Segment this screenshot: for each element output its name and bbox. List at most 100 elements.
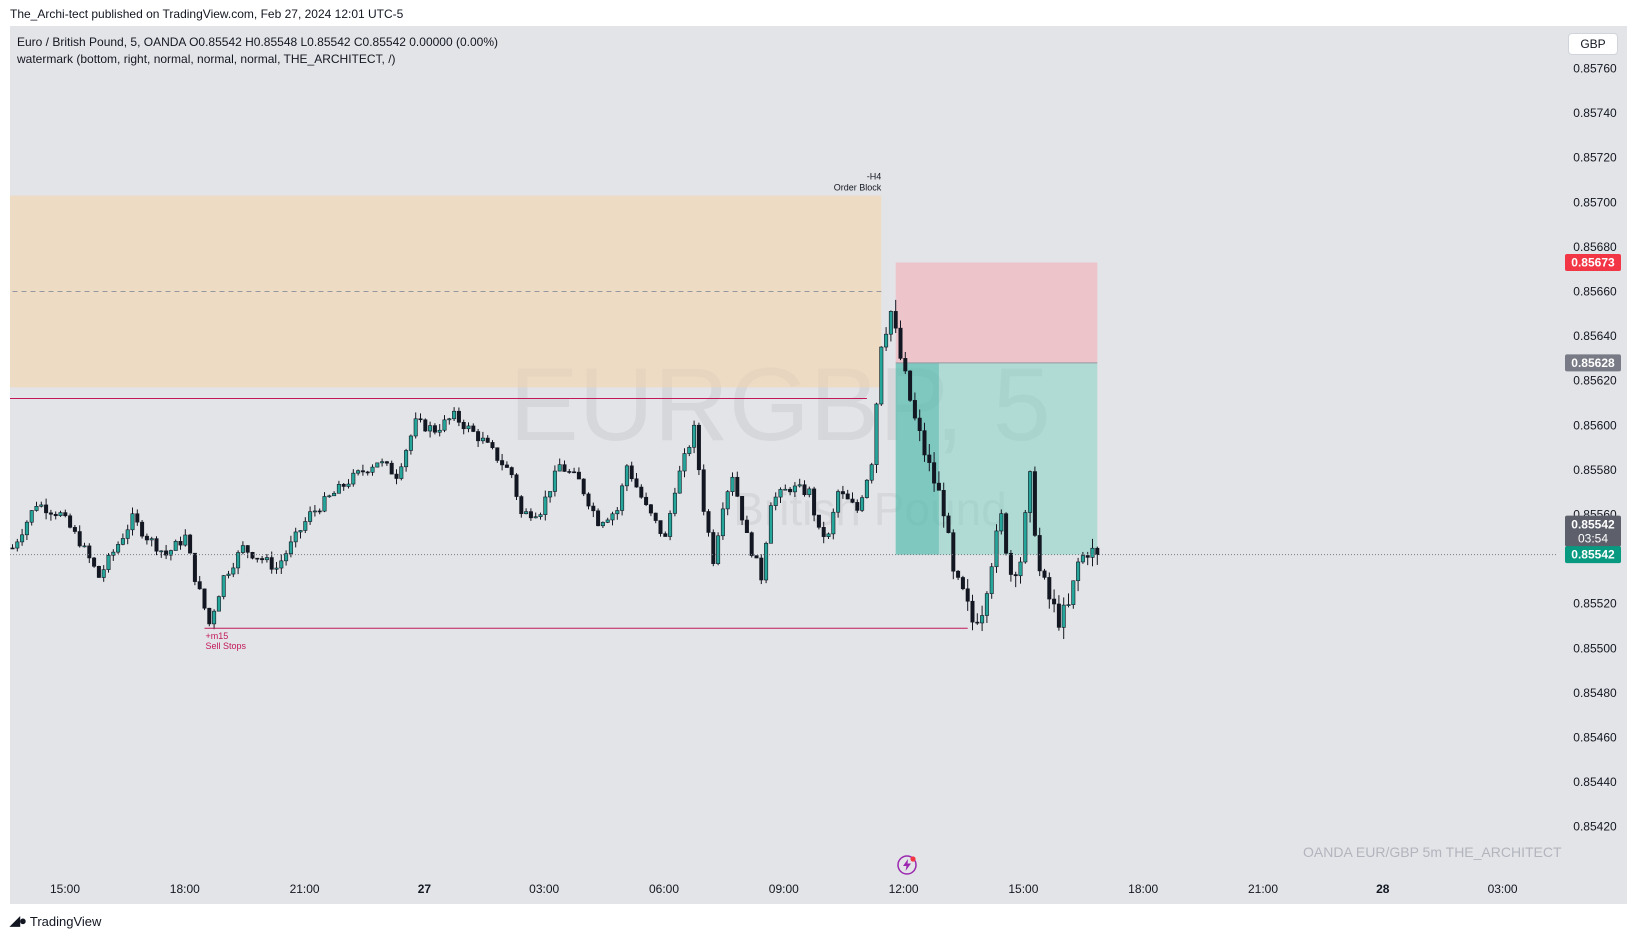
candle <box>413 412 418 439</box>
candle <box>634 472 639 488</box>
candle <box>533 512 538 519</box>
candle-body <box>389 462 394 475</box>
candle <box>1080 551 1085 564</box>
candle <box>999 509 1004 535</box>
candle <box>744 515 749 533</box>
candle-body <box>629 465 634 480</box>
candle <box>668 510 673 541</box>
candle <box>44 498 49 520</box>
currency-button[interactable]: GBP <box>1568 33 1618 55</box>
entry-price-badge: 0.85628 <box>1565 354 1621 372</box>
candle <box>1008 550 1013 582</box>
candle <box>917 409 922 442</box>
candle-body <box>461 422 466 430</box>
legend-ohlc: Euro / British Pound, 5, OANDA O0.85542 … <box>17 35 498 49</box>
candle <box>269 551 274 574</box>
candle-body <box>543 496 548 515</box>
candle <box>24 520 29 541</box>
candle-body <box>533 516 538 519</box>
candle <box>1071 580 1076 609</box>
candle-body <box>351 472 356 485</box>
candle-body <box>706 511 711 533</box>
candle-body <box>101 569 106 578</box>
candle <box>605 517 610 524</box>
candle <box>68 513 73 529</box>
candle <box>610 511 615 526</box>
candle-body <box>260 558 265 561</box>
candle <box>437 424 442 437</box>
candle <box>279 554 284 574</box>
candle <box>778 487 783 503</box>
candle <box>816 514 821 530</box>
candle-body <box>1018 561 1023 577</box>
candle-body <box>898 327 903 359</box>
candle-body <box>831 511 836 535</box>
candle-body <box>92 557 97 567</box>
candle <box>356 469 361 476</box>
candle <box>572 467 577 474</box>
candle-body <box>581 478 586 495</box>
candle-body <box>192 552 197 582</box>
candle-body <box>298 530 303 533</box>
candle <box>1066 593 1071 608</box>
candle-body <box>615 510 620 515</box>
candle <box>29 510 34 526</box>
candle <box>322 492 327 513</box>
candle <box>807 486 812 498</box>
candle <box>404 448 409 472</box>
candle <box>399 463 404 481</box>
y-tick-label: 0.85520 <box>1573 597 1617 611</box>
candle-body <box>720 508 725 537</box>
x-tick-label: 28 <box>1376 882 1390 896</box>
candle <box>144 533 149 545</box>
candle <box>994 524 999 573</box>
candle-body <box>63 512 68 517</box>
candle <box>375 462 380 468</box>
candle <box>538 512 543 520</box>
candle-body <box>168 550 173 556</box>
footer-brand[interactable]: ◢● TradingView <box>10 913 101 929</box>
candle-body <box>764 542 769 581</box>
candle-body <box>111 551 116 556</box>
candle-body <box>236 552 241 569</box>
candle-body <box>620 485 625 511</box>
y-tick-label: 0.85420 <box>1573 820 1617 834</box>
candle-body <box>423 419 428 432</box>
candle <box>1095 546 1100 565</box>
candle <box>39 501 44 508</box>
candle-body <box>437 429 442 433</box>
candle <box>1004 512 1009 556</box>
candle-body <box>1008 552 1013 575</box>
candle <box>548 491 553 503</box>
candle <box>682 448 687 478</box>
candle-body <box>1080 555 1085 563</box>
candle <box>903 351 908 374</box>
candle <box>893 299 898 334</box>
y-tick-label: 0.85440 <box>1573 775 1617 789</box>
candle <box>677 465 682 494</box>
y-tick-label: 0.85460 <box>1573 731 1617 745</box>
candle <box>514 473 519 501</box>
stop-price-badge-label: 0.85673 <box>1571 256 1615 270</box>
candle <box>442 415 447 433</box>
candle-body <box>68 515 73 528</box>
candle <box>836 489 841 518</box>
candle-body <box>639 486 644 498</box>
candle <box>346 479 351 489</box>
candle-body <box>778 489 783 498</box>
candle-body <box>788 488 793 493</box>
candle <box>956 570 961 581</box>
candle <box>1013 571 1018 588</box>
candle <box>692 420 697 454</box>
published-header: The_Archi-tect published on TradingView.… <box>10 7 404 21</box>
candle-body <box>58 512 63 517</box>
y-tick-label: 0.85620 <box>1573 374 1617 388</box>
candle-body <box>1090 547 1095 558</box>
candle-body <box>730 476 735 492</box>
bolt-icon[interactable] <box>896 854 918 876</box>
candle-body <box>39 504 44 507</box>
candle-body <box>1047 577 1052 600</box>
stop-price-badge: 0.85673 <box>1565 254 1621 272</box>
candle-body <box>452 410 457 420</box>
